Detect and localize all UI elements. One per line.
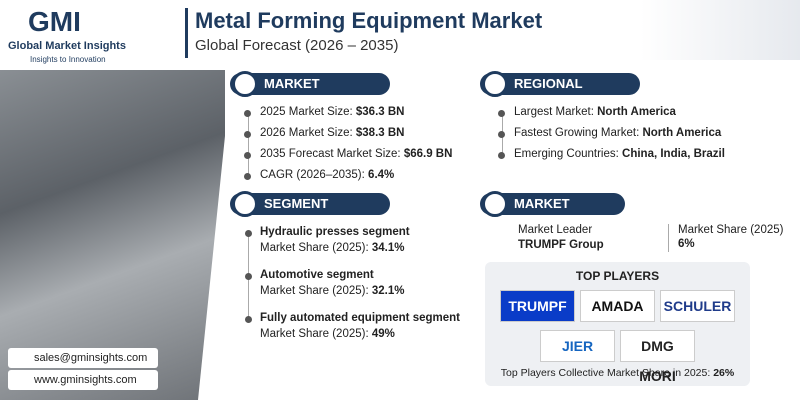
email[interactable]: sales@gminsights.com <box>8 348 158 368</box>
player-logo: AMADA <box>580 290 655 322</box>
share-value: 6% <box>678 238 695 250</box>
collective-share: Top Players Collective Market Share in 2… <box>485 367 750 379</box>
collective-value: 26% <box>713 367 735 379</box>
player-logo: TRUMPF <box>500 290 575 322</box>
bullet-line <box>248 113 249 175</box>
segment-name: Automotive segment <box>260 269 374 281</box>
item-value: North America <box>597 106 676 118</box>
heading-text: SEGMENT STATISTICS <box>264 196 338 233</box>
stat-item: 2025 Market Size: $36.3 BN <box>260 106 404 118</box>
region-item: Emerging Countries: China, India, Brazil <box>514 148 725 160</box>
logo-slogan: Insights to Innovation <box>30 55 106 64</box>
website-text: www.gminsights.com <box>34 374 137 386</box>
item-value: 6.4% <box>368 169 395 181</box>
item-label: 2026 Market Size: <box>260 127 353 139</box>
item-value: $38.3 BN <box>355 127 405 139</box>
bullet <box>245 230 252 237</box>
item-label: 2025 Market Size: <box>260 106 353 118</box>
divider <box>668 224 669 252</box>
segment-share: Market Share (2025): 49% <box>260 328 395 340</box>
segment-share: Market Share (2025): 32.1% <box>260 285 404 297</box>
item-label: Fastest Growing Market: <box>514 127 640 139</box>
region-item: Fastest Growing Market: North America <box>514 127 721 139</box>
section-heading: MARKET STATISTICS <box>230 71 390 113</box>
region-item: Largest Market: North America <box>514 106 676 118</box>
stat-item: CAGR (2026–2035): 6.4% <box>260 169 394 181</box>
bullet <box>498 131 505 138</box>
bullet <box>498 110 505 117</box>
share-label: Market Share (2025) <box>678 224 784 236</box>
website[interactable]: www.gminsights.com <box>8 370 158 390</box>
item-label: Emerging Countries: <box>514 148 619 160</box>
share-value: 32.1% <box>371 285 405 297</box>
segment-name: Fully automated equipment segment <box>260 312 460 324</box>
logo-mark: GMI <box>28 6 81 37</box>
item-label: Largest Market: <box>514 106 594 118</box>
section-heading: MARKET LEADER <box>480 191 625 233</box>
title: Metal Forming Equipment Market <box>195 8 543 33</box>
item-value: $66.9 BN <box>403 148 453 160</box>
collective-label: Top Players Collective Market Share in 2… <box>500 367 711 379</box>
logo-tagline: Global Market Insights <box>8 40 126 52</box>
subtitle: Global Forecast (2026 – 2035) <box>195 37 399 54</box>
heading-text: REGIONAL INSIGHTS <box>514 76 583 113</box>
section-icon <box>232 191 258 217</box>
top-players-panel: TOP PLAYERS Top Players Collective Marke… <box>485 262 750 386</box>
section-heading: REGIONAL INSIGHTS <box>480 71 640 113</box>
segment-name: Hydraulic presses segment <box>260 226 410 238</box>
heading-text: MARKET STATISTICS <box>264 76 338 113</box>
bullet <box>245 316 252 323</box>
leader-name: TRUMPF Group <box>518 239 604 251</box>
player-logo: DMG MORI <box>620 330 695 384</box>
share-value: 49% <box>371 328 395 340</box>
leader-label: Market Leader <box>518 224 593 236</box>
share-value: 34.1% <box>371 242 405 254</box>
panel-heading: TOP PLAYERS <box>575 269 660 283</box>
share-label: Market Share (2025): <box>260 285 369 297</box>
machine-photo <box>0 70 225 400</box>
share-label: Market Share (2025): <box>260 328 369 340</box>
section-icon <box>232 71 258 97</box>
player-logo: JIER <box>540 330 615 362</box>
bullet <box>498 152 505 159</box>
player-logo: SCHULER <box>660 290 735 322</box>
logo-area: GMI Global Market Insights Insights to I… <box>0 0 185 70</box>
bullet <box>244 152 251 159</box>
bullet <box>244 110 251 117</box>
bullet <box>245 273 252 280</box>
section-icon <box>482 191 508 217</box>
title-rule <box>185 8 188 58</box>
stat-item: 2026 Market Size: $38.3 BN <box>260 127 404 139</box>
item-label: CAGR (2026–2035): <box>260 169 365 181</box>
share-label: Market Share (2025): <box>260 242 369 254</box>
item-value: $36.3 BN <box>355 106 405 118</box>
item-label: 2035 Forecast Market Size: <box>260 148 401 160</box>
bullet <box>244 173 251 180</box>
item-value: China, India, Brazil <box>622 148 725 160</box>
stat-item: 2035 Forecast Market Size: $66.9 BN <box>260 148 452 160</box>
section-icon <box>482 71 508 97</box>
item-value: North America <box>642 127 722 139</box>
heading-text: MARKET LEADER <box>514 196 570 233</box>
decoration <box>640 0 800 60</box>
section-heading: SEGMENT STATISTICS <box>230 191 390 233</box>
segment-share: Market Share (2025): 34.1% <box>260 242 404 254</box>
email-text: sales@gminsights.com <box>34 352 148 364</box>
bullet <box>244 131 251 138</box>
